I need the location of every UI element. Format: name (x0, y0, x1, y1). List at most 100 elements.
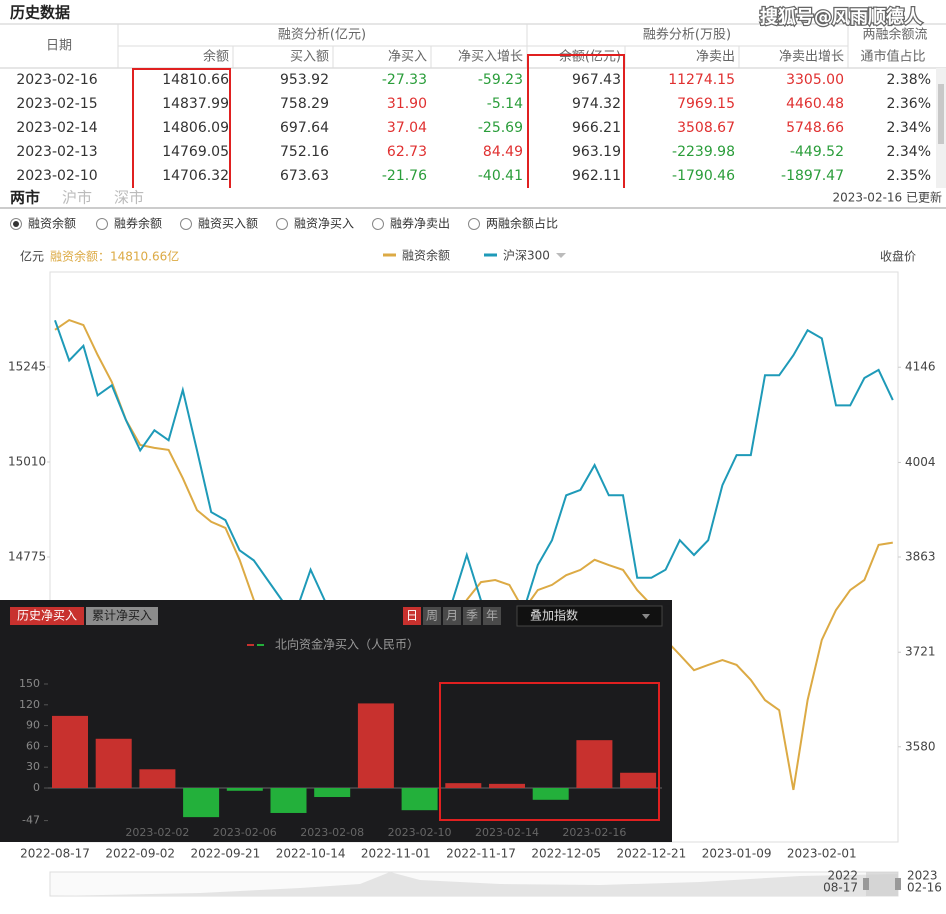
x-tick-label: 2023-02-06 (213, 826, 277, 839)
legend-dropdown (556, 253, 566, 258)
column-header: 余额(亿元) (559, 49, 621, 65)
navigator-window[interactable] (866, 872, 898, 896)
column-header: 净卖出增长 (779, 50, 844, 65)
date-cell: 2023-02-14 (16, 120, 97, 136)
period-label[interactable]: 年 (486, 609, 498, 623)
series-line (54, 319, 894, 702)
table-cell: 84.49 (483, 144, 523, 160)
table-cell: 14706.32 (162, 168, 229, 184)
radio-label[interactable]: 融资余额 (28, 216, 76, 231)
bar (401, 788, 438, 811)
market-tab[interactable]: 两市 (10, 189, 40, 207)
bar (576, 740, 613, 789)
tab-active[interactable] (10, 607, 84, 625)
period-button[interactable] (423, 607, 441, 625)
period-button[interactable] (483, 607, 501, 625)
radio[interactable] (276, 218, 288, 230)
navigator-label: 02-16 (907, 881, 942, 895)
ratio-header: 通市值占比 (860, 49, 925, 65)
legend-label[interactable]: 融资余额 (402, 248, 450, 263)
x-tick-label: 2023-02-14 (475, 826, 539, 839)
tab-label[interactable]: 累计净买入 (92, 609, 152, 623)
table-cell: 758.29 (280, 96, 329, 112)
x-tick-label: 2022-11-01 (361, 847, 431, 861)
date-cell: 2023-02-13 (16, 144, 97, 160)
period-button[interactable] (443, 607, 461, 625)
table-cell: 2.34% (887, 120, 931, 136)
navigator-handle[interactable] (895, 878, 901, 890)
bar (532, 788, 569, 800)
tab[interactable] (86, 607, 158, 625)
navigator-area (50, 872, 898, 896)
table-cell: 14837.99 (162, 96, 229, 112)
y2-tick-label: 3721 (905, 645, 936, 659)
table-cell: 37.04 (387, 120, 427, 136)
period-label[interactable]: 周 (426, 609, 438, 623)
y-tick-label: 15245 (8, 360, 46, 374)
table-cell: 11274.15 (668, 72, 735, 88)
radio[interactable] (372, 218, 384, 230)
table-cell: -40.41 (478, 168, 523, 184)
date-cell: 2023-02-15 (16, 96, 97, 112)
radio-label[interactable]: 融资净买入 (294, 217, 354, 231)
table-cell: 974.32 (572, 96, 621, 112)
table-cell: 963.19 (572, 144, 621, 160)
series-line (54, 318, 893, 791)
legend-label[interactable]: 沪深300 (503, 249, 550, 263)
tab-label[interactable]: 历史净买入 (17, 609, 77, 623)
table-cell: -1897.47 (781, 168, 844, 184)
overlay-select[interactable] (516, 605, 663, 627)
table-cell: -1790.46 (672, 168, 735, 184)
select-label[interactable]: 叠加指数 (530, 608, 578, 623)
radio-label[interactable]: 融券余额 (114, 216, 162, 231)
x-tick-label: 2023-02-02 (125, 826, 189, 839)
radio-label[interactable]: 两融余额占比 (486, 216, 558, 231)
table-cell: 2.36% (887, 96, 931, 112)
table-cell: 3508.67 (677, 120, 735, 136)
date-cell: 2023-02-16 (16, 72, 97, 88)
bar (620, 772, 657, 789)
y2-tick-label: 4004 (905, 455, 936, 469)
table-cell: -25.69 (478, 120, 523, 136)
bar (314, 788, 351, 798)
table-cell: 967.43 (572, 72, 621, 88)
period-button[interactable] (463, 607, 481, 625)
table-cell: -5.14 (487, 96, 523, 112)
period-button[interactable] (403, 607, 421, 625)
navigator-handle[interactable] (863, 878, 869, 890)
y2-tick-label: 4146 (905, 360, 936, 374)
table-cell: 3305.00 (786, 72, 844, 88)
table-cell: 2.34% (887, 144, 931, 160)
x-tick-label: 2022-09-02 (105, 847, 175, 861)
market-tab[interactable]: 沪市 (62, 189, 92, 207)
x-tick-label: 2022-08-17 (20, 847, 90, 861)
group-header: 融券分析(万股) (643, 27, 731, 43)
annotation: 融资余额：14810.66亿 (50, 249, 179, 264)
period-label[interactable]: 季 (466, 609, 478, 623)
radio[interactable] (180, 218, 192, 230)
overlay-panel (0, 600, 672, 842)
navigator-label: 2022 (827, 869, 858, 883)
bar (95, 738, 132, 789)
period-label[interactable]: 日 (406, 609, 418, 623)
table-cell: 14769.05 (162, 144, 229, 160)
table-cell: 7969.15 (677, 96, 735, 112)
table-cell: 31.90 (387, 96, 427, 112)
column-header: 买入额 (290, 50, 329, 65)
table-cell: 752.16 (280, 144, 329, 160)
table-cell: 697.64 (280, 120, 329, 136)
y-tick-label: 14775 (8, 550, 46, 564)
radio-label[interactable]: 融资买入额 (198, 217, 258, 231)
radio[interactable] (468, 218, 480, 230)
table-cell: 2.38% (887, 72, 931, 88)
watermark: 搜狐号@风雨顺德人 (760, 6, 923, 28)
bar (52, 715, 88, 789)
radio-label[interactable]: 融券净卖出 (390, 216, 450, 231)
period-label[interactable]: 月 (446, 609, 458, 623)
scrollbar-thumb (938, 84, 944, 144)
market-tab[interactable]: 深市 (114, 189, 144, 207)
column-header: 净买入 (388, 50, 427, 65)
radio[interactable] (96, 218, 108, 230)
bar (489, 783, 525, 789)
table-cell: -2239.98 (672, 144, 735, 160)
